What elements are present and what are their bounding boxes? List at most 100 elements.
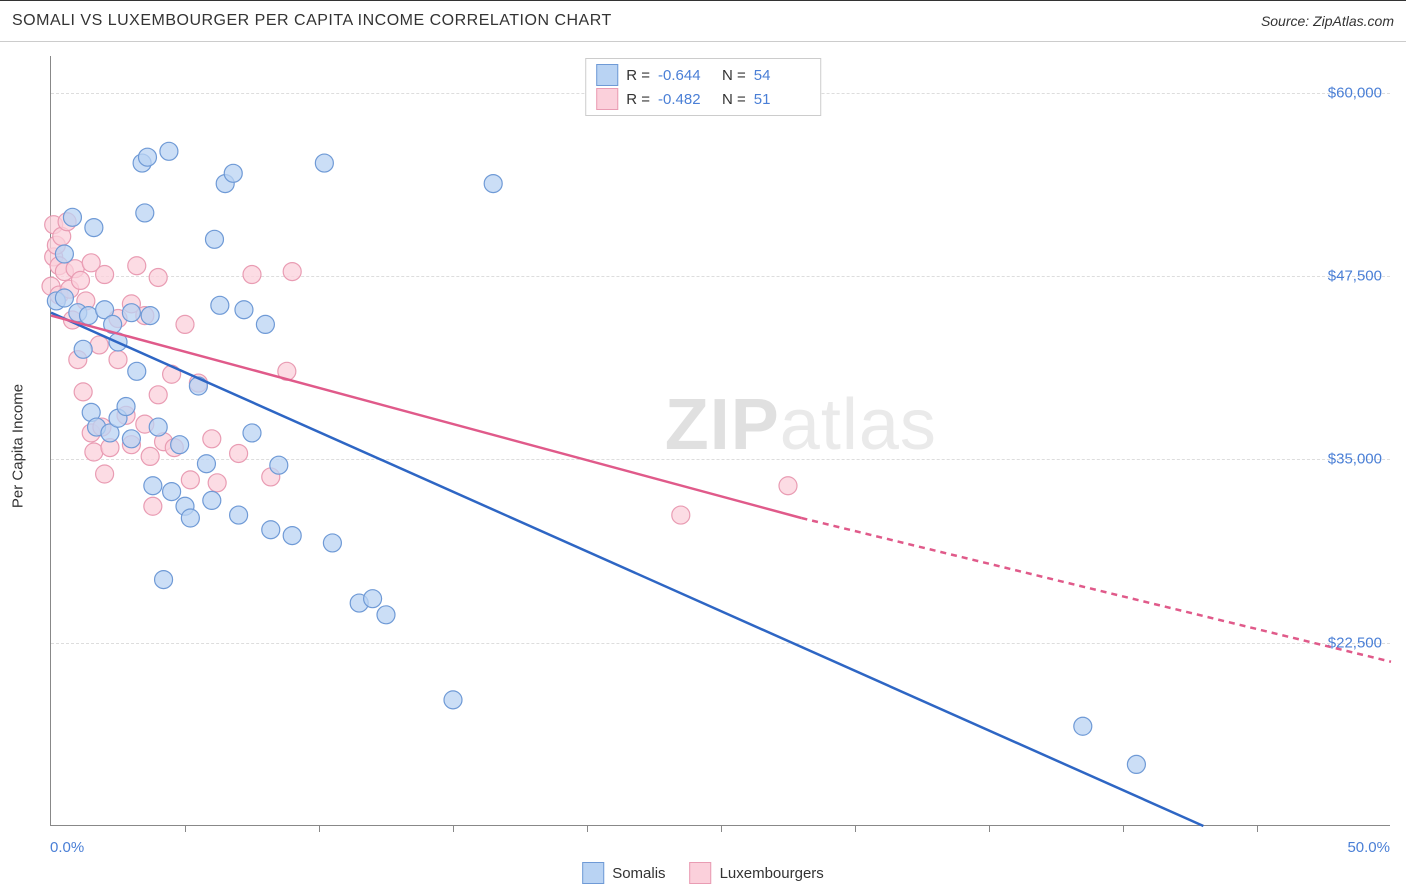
data-point [149, 268, 167, 286]
n-value-lux: 51 [754, 91, 810, 108]
data-point [155, 571, 173, 589]
n-value-somalis: 54 [754, 67, 810, 84]
data-point [323, 534, 341, 552]
legend-item-lux: Luxembourgers [690, 862, 824, 884]
trend-line [801, 518, 1391, 662]
plot-svg [51, 56, 1390, 825]
chart-source: Source: ZipAtlas.com [1261, 13, 1394, 29]
data-point [256, 315, 274, 333]
r-label-2: R = [626, 91, 650, 108]
bottom-legend: Somalis Luxembourgers [582, 862, 824, 884]
x-tick [185, 825, 186, 832]
data-point [122, 304, 140, 322]
data-point [71, 271, 89, 289]
x-tick [1257, 825, 1258, 832]
data-point [1074, 717, 1092, 735]
chart-header: SOMALI VS LUXEMBOURGER PER CAPITA INCOME… [0, 0, 1406, 42]
data-point [364, 590, 382, 608]
data-point [138, 148, 156, 166]
x-tick [855, 825, 856, 832]
data-point [243, 266, 261, 284]
r-value-somalis: -0.644 [658, 67, 714, 84]
n-label: N = [722, 67, 746, 84]
y-axis-title: Per Capita Income [10, 384, 27, 508]
x-axis-max-label: 50.0% [1347, 839, 1390, 856]
data-point [171, 436, 189, 454]
x-tick [1123, 825, 1124, 832]
data-point [141, 447, 159, 465]
data-point [176, 315, 194, 333]
legend-label-somalis: Somalis [612, 865, 665, 882]
data-point [109, 351, 127, 369]
x-tick [453, 825, 454, 832]
data-point [74, 340, 92, 358]
data-point [181, 509, 199, 527]
data-point [484, 175, 502, 193]
data-point [144, 497, 162, 515]
data-point [283, 263, 301, 281]
data-point [211, 296, 229, 314]
data-point [74, 383, 92, 401]
x-axis-min-label: 0.0% [50, 839, 84, 856]
data-point [163, 483, 181, 501]
data-point [189, 377, 207, 395]
data-point [270, 456, 288, 474]
data-point [203, 430, 221, 448]
data-point [1127, 755, 1145, 773]
x-tick [721, 825, 722, 832]
data-point [117, 398, 135, 416]
data-point [141, 307, 159, 325]
data-point [63, 208, 81, 226]
data-point [444, 691, 462, 709]
data-point [128, 362, 146, 380]
stats-row-lux: R = -0.482 N = 51 [596, 87, 810, 111]
stats-legend: R = -0.644 N = 54 R = -0.482 N = 51 [585, 58, 821, 116]
data-point [224, 164, 242, 182]
data-point [262, 521, 280, 539]
source-prefix: Source: [1261, 13, 1313, 29]
legend-swatch-lux [690, 862, 712, 884]
stats-row-somalis: R = -0.644 N = 54 [596, 63, 810, 87]
r-value-lux: -0.482 [658, 91, 714, 108]
legend-label-lux: Luxembourgers [720, 865, 824, 882]
source-name: ZipAtlas.com [1313, 13, 1394, 29]
data-point [55, 245, 73, 263]
data-point [243, 424, 261, 442]
data-point [96, 266, 114, 284]
data-point [90, 336, 108, 354]
data-point [160, 142, 178, 160]
n-label-2: N = [722, 91, 746, 108]
data-point [203, 491, 221, 509]
data-point [315, 154, 333, 172]
data-point [230, 506, 248, 524]
data-point [96, 465, 114, 483]
data-point [80, 307, 98, 325]
swatch-lux [596, 88, 618, 110]
data-point [55, 289, 73, 307]
plot-area: ZIPatlas $22,500$35,000$47,500$60,000 [50, 56, 1390, 826]
data-point [122, 430, 140, 448]
chart-title: SOMALI VS LUXEMBOURGER PER CAPITA INCOME… [12, 12, 612, 30]
data-point [230, 444, 248, 462]
data-point [149, 418, 167, 436]
data-point [208, 474, 226, 492]
chart-container: SOMALI VS LUXEMBOURGER PER CAPITA INCOME… [0, 0, 1406, 892]
data-point [205, 230, 223, 248]
data-point [85, 219, 103, 237]
x-tick [587, 825, 588, 832]
data-point [85, 443, 103, 461]
trend-line [51, 313, 1203, 826]
swatch-somalis [596, 64, 618, 86]
r-label: R = [626, 67, 650, 84]
data-point [144, 477, 162, 495]
data-point [181, 471, 199, 489]
data-point [283, 527, 301, 545]
data-point [235, 301, 253, 319]
data-point [672, 506, 690, 524]
data-point [149, 386, 167, 404]
data-point [136, 204, 154, 222]
legend-swatch-somalis [582, 862, 604, 884]
x-tick [319, 825, 320, 832]
data-point [128, 257, 146, 275]
x-tick [989, 825, 990, 832]
